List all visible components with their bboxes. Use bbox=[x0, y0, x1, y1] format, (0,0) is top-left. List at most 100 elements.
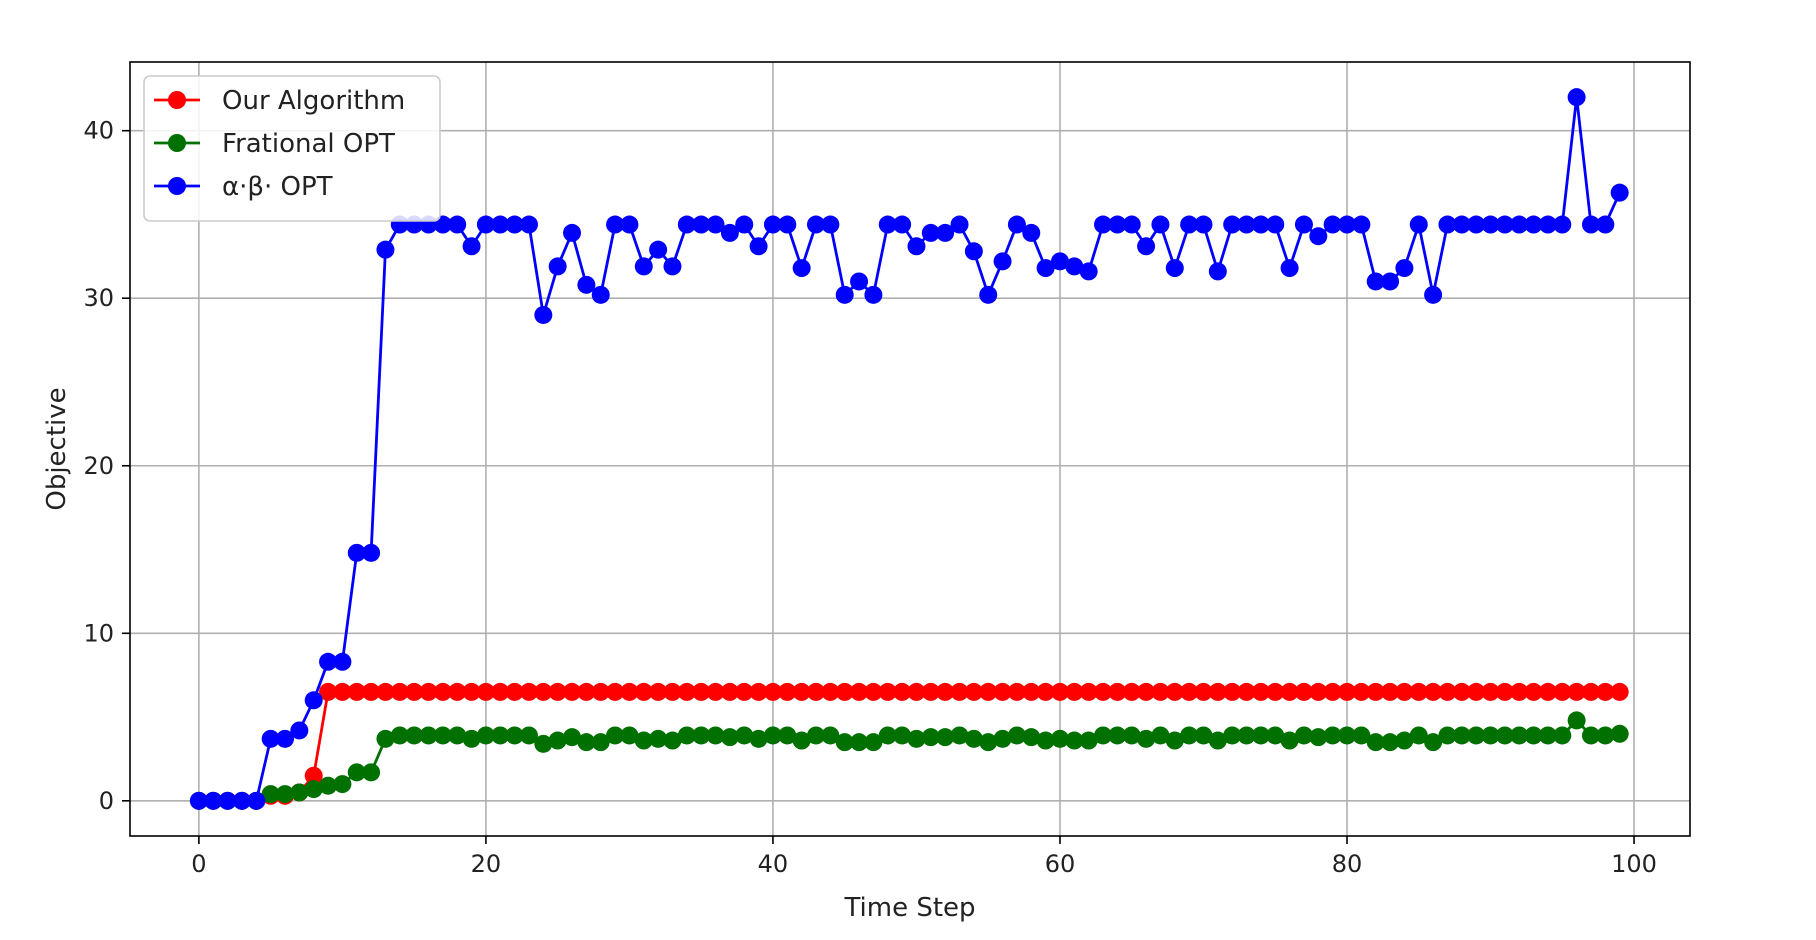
data-point bbox=[1022, 223, 1041, 242]
data-point bbox=[1538, 682, 1557, 701]
x-tick-label: 0 bbox=[191, 850, 206, 878]
data-point bbox=[1266, 726, 1285, 745]
data-point bbox=[1294, 682, 1313, 701]
data-point bbox=[735, 215, 754, 234]
data-point bbox=[1079, 682, 1098, 701]
data-point bbox=[778, 215, 797, 234]
data-point bbox=[1122, 682, 1141, 701]
data-point bbox=[218, 791, 237, 810]
data-point bbox=[964, 242, 983, 261]
data-point bbox=[1495, 215, 1514, 234]
data-point bbox=[1395, 682, 1414, 701]
data-point bbox=[1338, 215, 1357, 234]
data-point bbox=[390, 726, 409, 745]
data-point bbox=[1108, 726, 1127, 745]
data-point bbox=[476, 215, 495, 234]
data-point bbox=[1280, 682, 1299, 701]
data-point bbox=[1022, 728, 1041, 747]
data-point bbox=[1409, 215, 1428, 234]
data-point bbox=[1165, 731, 1184, 750]
data-point bbox=[376, 240, 395, 259]
data-point bbox=[720, 682, 739, 701]
data-point bbox=[1266, 682, 1285, 701]
data-point bbox=[433, 726, 452, 745]
data-point bbox=[347, 763, 366, 782]
data-point bbox=[491, 215, 510, 234]
data-point bbox=[1452, 215, 1471, 234]
data-point bbox=[907, 237, 926, 256]
data-point bbox=[1481, 215, 1500, 234]
data-point bbox=[692, 682, 711, 701]
data-point bbox=[1309, 728, 1328, 747]
data-point bbox=[964, 682, 983, 701]
data-point bbox=[462, 729, 481, 748]
data-point bbox=[1036, 731, 1055, 750]
data-point bbox=[390, 682, 409, 701]
data-point bbox=[419, 726, 438, 745]
x-tick-label: 40 bbox=[758, 850, 789, 878]
data-point bbox=[749, 682, 768, 701]
data-point bbox=[1237, 215, 1256, 234]
data-point bbox=[878, 215, 897, 234]
data-point bbox=[663, 682, 682, 701]
data-point bbox=[921, 223, 940, 242]
data-point bbox=[347, 682, 366, 701]
data-point bbox=[1381, 733, 1400, 752]
data-point bbox=[548, 257, 567, 276]
data-point bbox=[362, 763, 381, 782]
data-point bbox=[893, 726, 912, 745]
data-point bbox=[563, 682, 582, 701]
data-point bbox=[720, 728, 739, 747]
data-point bbox=[792, 731, 811, 750]
data-point bbox=[1007, 726, 1026, 745]
data-point bbox=[1079, 731, 1098, 750]
data-point bbox=[1510, 726, 1529, 745]
data-point bbox=[448, 215, 467, 234]
data-point bbox=[534, 682, 553, 701]
legend-frame bbox=[143, 75, 441, 222]
data-point bbox=[850, 272, 869, 291]
data-point bbox=[1036, 682, 1055, 701]
data-point bbox=[950, 215, 969, 234]
data-point bbox=[362, 543, 381, 562]
data-point bbox=[1007, 215, 1026, 234]
data-point bbox=[1352, 682, 1371, 701]
data-point bbox=[376, 682, 395, 701]
data-point bbox=[1581, 682, 1600, 701]
data-point bbox=[1251, 726, 1270, 745]
data-point bbox=[261, 785, 280, 804]
data-point bbox=[1266, 215, 1285, 234]
data-point bbox=[1610, 682, 1629, 701]
data-point bbox=[864, 733, 883, 752]
data-point bbox=[1036, 259, 1055, 278]
data-point bbox=[333, 682, 352, 701]
data-point bbox=[491, 726, 510, 745]
data-point bbox=[706, 726, 725, 745]
y-tick-label: 20 bbox=[83, 452, 114, 480]
data-point bbox=[347, 543, 366, 562]
data-point bbox=[519, 682, 538, 701]
data-point bbox=[964, 729, 983, 748]
legend-item: Frational OPT bbox=[154, 129, 395, 159]
data-point bbox=[1065, 731, 1084, 750]
data-point bbox=[1596, 682, 1615, 701]
data-point bbox=[247, 791, 266, 810]
data-point bbox=[1194, 215, 1213, 234]
data-point bbox=[706, 682, 725, 701]
data-point bbox=[1137, 729, 1156, 748]
data-point bbox=[806, 682, 825, 701]
data-point bbox=[1581, 215, 1600, 234]
data-point bbox=[1323, 215, 1342, 234]
data-point bbox=[1409, 726, 1428, 745]
data-point bbox=[1007, 682, 1026, 701]
data-point bbox=[1237, 682, 1256, 701]
data-point bbox=[950, 726, 969, 745]
data-point bbox=[1424, 285, 1443, 304]
data-point bbox=[1596, 215, 1615, 234]
data-point bbox=[1581, 726, 1600, 745]
data-point bbox=[606, 726, 625, 745]
plot-frame bbox=[129, 61, 1691, 837]
data-point bbox=[1151, 215, 1170, 234]
data-point bbox=[591, 285, 610, 304]
data-point bbox=[1524, 215, 1543, 234]
